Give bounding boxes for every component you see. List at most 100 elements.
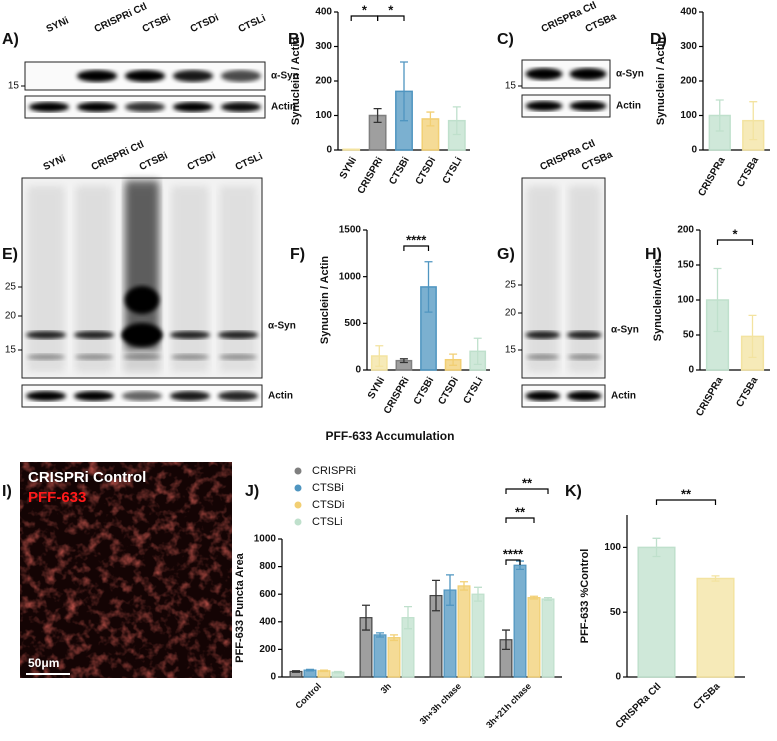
band-label: α-Syn [271, 71, 299, 82]
lane-smear [125, 180, 159, 350]
x-tick-label: CTSBa [734, 375, 760, 409]
significance-label: **** [503, 546, 524, 561]
panel-label: K) [565, 483, 582, 500]
lane-label: CTSLi [234, 151, 265, 173]
significance-bracket [505, 559, 521, 565]
marker-label: 15 [8, 81, 20, 92]
band [170, 354, 210, 360]
y-tick-label: 400 [680, 7, 697, 18]
significance-label: ** [522, 475, 533, 490]
error-bar [449, 353, 458, 366]
band [169, 331, 211, 339]
band [569, 68, 607, 80]
marker-label: 25 [5, 282, 17, 293]
error-bar [426, 111, 435, 127]
bar [387, 637, 401, 678]
legend-marker [294, 484, 302, 492]
error-bar [334, 670, 342, 674]
lane-label: SYNi [42, 153, 68, 173]
y-tick-label: 50 [610, 607, 622, 618]
y-axis-label: Synuclein / Actin [655, 37, 667, 126]
band [121, 391, 163, 401]
band [172, 102, 214, 112]
error-bar [544, 597, 552, 602]
legend-label: CTSDi [312, 499, 344, 511]
bar [513, 564, 527, 678]
lane-label: CTSBa [584, 11, 619, 35]
significance-label: ** [515, 504, 526, 519]
error-bar [474, 586, 482, 602]
x-tick-label: SYNi [338, 155, 359, 181]
band [217, 391, 259, 401]
marker-label: 20 [505, 308, 517, 319]
y-tick-label: 500 [344, 318, 361, 329]
band-label: Actin [268, 391, 293, 402]
blot-membrane [521, 94, 611, 118]
lane-label: CTSBi [141, 12, 173, 35]
band-label: α-Syn [268, 321, 296, 332]
error-bar [473, 337, 482, 366]
legend-label: CTSBi [312, 482, 344, 494]
lane-smear [27, 186, 65, 372]
significance-label: ** [681, 486, 692, 501]
band [121, 331, 163, 339]
band [218, 354, 258, 360]
band [525, 391, 561, 401]
significance-label: **** [406, 232, 427, 247]
bar [471, 593, 485, 678]
lane-smear [219, 186, 257, 372]
significance-bracket [655, 499, 717, 505]
error-bar [373, 107, 382, 124]
significance-bracket [505, 488, 549, 494]
y-tick-label: 400 [259, 616, 276, 627]
band-label: α-Syn [611, 325, 639, 336]
band [28, 102, 70, 112]
significance-bracket [403, 245, 430, 251]
panel-label: B) [288, 31, 305, 48]
image-label: CRISPRi Control [28, 469, 146, 486]
y-axis-label: Synuclein / Actin [290, 37, 302, 126]
panel-label: A) [2, 31, 19, 48]
legend-marker [294, 501, 302, 509]
x-tick-label: 3h+21h chase [484, 681, 533, 730]
band [76, 70, 118, 82]
y-tick-label: 0 [691, 145, 697, 156]
x-tick-label: CRISPRa Ctl [614, 681, 664, 731]
error-bar [711, 575, 720, 582]
y-tick-label: 1000 [339, 271, 362, 282]
band [74, 354, 114, 360]
error-bar [320, 669, 328, 673]
y-tick-label: 400 [315, 7, 332, 18]
band [526, 354, 560, 360]
y-tick-label: 50 [683, 330, 695, 341]
micrograph-signal [20, 462, 232, 678]
band [217, 331, 259, 339]
y-axis-label: Synuclein / Actin [319, 256, 331, 345]
significance-bracket [377, 15, 405, 21]
bar [637, 546, 676, 678]
y-tick-label: 0 [615, 672, 621, 683]
error-bar [390, 634, 398, 642]
lane-label: SYNi [45, 15, 71, 35]
error-bar [713, 267, 722, 333]
y-tick-label: 600 [259, 589, 276, 600]
band [169, 391, 211, 401]
y-tick-label: 200 [315, 76, 332, 87]
panel-label: F) [290, 246, 305, 263]
x-tick-label: CRISPRi [356, 155, 386, 196]
panel-label: E) [2, 246, 18, 263]
y-tick-label: 0 [270, 672, 276, 683]
panel-label: C) [497, 31, 514, 48]
significance-label: * [388, 2, 394, 17]
y-tick-label: 150 [677, 260, 694, 271]
marker-label: 15 [505, 345, 517, 356]
bar [696, 577, 735, 678]
band [73, 391, 115, 401]
panel-label: J) [245, 483, 259, 500]
x-tick-label: Control [293, 681, 323, 711]
band-label: α-Syn [616, 69, 644, 80]
band-label: Actin [271, 102, 296, 113]
band [25, 391, 67, 401]
bar [541, 598, 555, 678]
error-bar [399, 358, 408, 364]
